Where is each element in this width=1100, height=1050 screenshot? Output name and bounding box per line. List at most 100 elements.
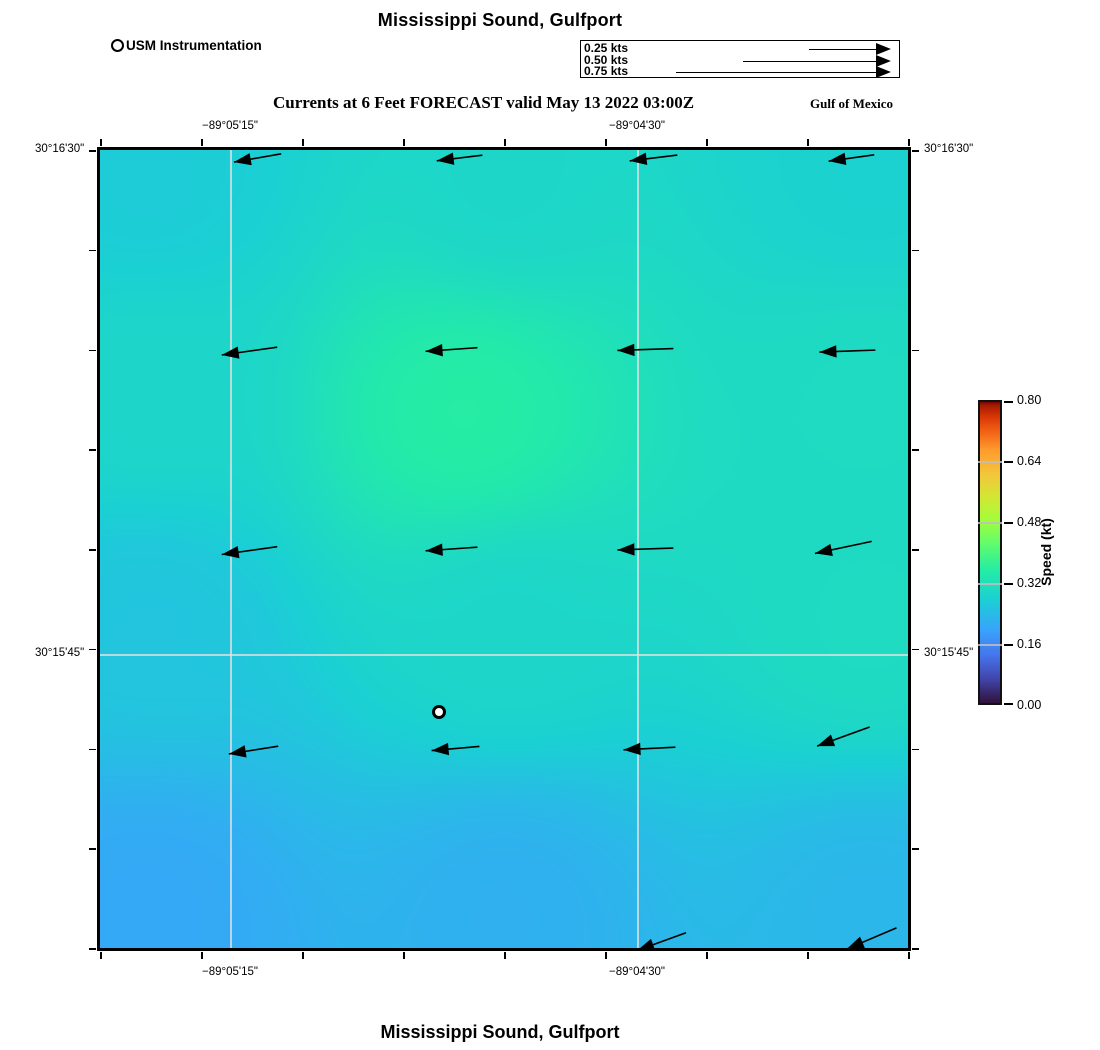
usm-station-marker[interactable] xyxy=(432,705,446,719)
axis-tick-left xyxy=(89,449,96,451)
axis-tick-right xyxy=(912,449,919,451)
vector-scale-label: 0.50 kts xyxy=(584,52,629,67)
axis-tick-bottom xyxy=(302,952,304,959)
axis-tick-right xyxy=(912,748,919,751)
axis-tick-left xyxy=(89,948,96,950)
vector-scale-row: 0.75 kts xyxy=(581,64,899,78)
usm-instrumentation-label: USM Instrumentation xyxy=(126,38,262,53)
axis-tick-bottom xyxy=(807,952,809,959)
axis-tick-top xyxy=(403,139,405,146)
forecast-subtitle: Currents at 6 Feet FORECAST valid May 13… xyxy=(273,93,695,112)
axis-tick-left xyxy=(89,748,96,751)
axis-tick-top xyxy=(302,139,304,146)
axis-tick-bottom xyxy=(908,952,910,959)
colorbar-tick-label: 0.48 xyxy=(1017,515,1042,529)
colorbar-tick xyxy=(1004,401,1013,403)
vector-scale-row: 0.50 kts xyxy=(581,52,899,67)
colorbar-inner-tick xyxy=(978,583,1002,585)
axis-tick-top xyxy=(706,139,708,146)
colorbar-inner-tick xyxy=(978,461,1002,463)
axis-tick-right xyxy=(912,648,919,651)
colorbar-tick xyxy=(1004,583,1013,585)
axis-tick-right xyxy=(912,948,919,950)
usm-instrumentation-legend: USM Instrumentation xyxy=(111,38,262,53)
colorbar-tick-label: 0.32 xyxy=(1017,576,1042,590)
vector-scale-arrowhead xyxy=(876,54,891,67)
current-vector-arrow xyxy=(425,343,478,357)
circle-marker-icon xyxy=(111,39,124,52)
axis-tick-top xyxy=(201,139,203,146)
current-vector-arrow xyxy=(819,345,876,358)
axis-tick-bottom xyxy=(100,952,102,959)
axis-tick-bottom xyxy=(605,952,607,959)
gridline-horizontal xyxy=(100,654,908,656)
current-vector-arrow xyxy=(847,927,897,948)
colorbar-inner-tick xyxy=(978,522,1002,524)
current-vector-arrow xyxy=(828,152,875,165)
axis-tick-right xyxy=(912,249,919,252)
vector-scale-shaft xyxy=(742,60,876,62)
speed-colorbar: 0.00 0.16 0.32 0.48 0.64 0.80 xyxy=(978,393,1041,712)
current-vector-arrow xyxy=(617,343,674,357)
bottom-caption: Mississippi Sound, Gulfport xyxy=(380,1022,620,1042)
vector-scale-label: 0.75 kts xyxy=(584,64,629,78)
axis-label-longitude-bottom: −89°05'15" xyxy=(202,966,258,978)
gridline-vertical xyxy=(230,150,232,948)
axis-label-longitude-bottom: −89°04'30" xyxy=(609,966,665,978)
vector-scale-shaft xyxy=(676,72,876,74)
current-vector-arrow xyxy=(436,152,483,165)
current-vector-arrow xyxy=(431,742,480,756)
axis-tick-top xyxy=(504,139,506,146)
colorbar-tick xyxy=(1004,522,1013,524)
colorbar-tick xyxy=(1004,461,1013,463)
current-vector-arrow xyxy=(623,742,676,756)
axis-tick-top xyxy=(605,139,607,146)
current-vector-arrow xyxy=(640,931,687,948)
current-vector-arrow xyxy=(814,540,872,556)
axis-tick-right xyxy=(912,150,919,152)
axis-tick-top xyxy=(908,139,910,146)
current-vector-arrow xyxy=(221,346,278,359)
axis-tick-left xyxy=(89,249,96,252)
vector-scale-arrowhead xyxy=(876,66,891,78)
axis-tick-left xyxy=(89,349,96,352)
current-vector-arrow xyxy=(629,152,678,165)
current-vector-arrow xyxy=(228,745,279,758)
colorbar-title: Speed (kt) xyxy=(1038,518,1054,586)
axis-tick-right xyxy=(912,848,919,850)
current-vector-arrow xyxy=(221,545,278,559)
colorbar-tick xyxy=(1004,644,1013,646)
colorbar-tick-label: 0.64 xyxy=(1017,454,1042,468)
colorbar-tick xyxy=(1004,703,1013,705)
axis-tick-left xyxy=(89,549,96,551)
axis-tick-right xyxy=(912,349,919,352)
axis-tick-right xyxy=(912,549,919,551)
vector-scale-arrowhead xyxy=(876,43,891,55)
axis-tick-bottom xyxy=(706,952,708,959)
vector-scale-key: 0.25 kts 0.50 kts 0.75 kts xyxy=(580,40,900,78)
vector-scale-shaft xyxy=(809,49,876,51)
axis-tick-bottom xyxy=(201,952,203,959)
current-vector-arrow xyxy=(233,153,282,166)
axis-tick-left xyxy=(89,648,96,651)
current-vector-arrow xyxy=(425,543,478,556)
current-vector-arrow xyxy=(816,726,870,747)
page-title: Mississippi Sound, Gulfport xyxy=(377,10,623,30)
axis-label-latitude-right: 30°15'45" xyxy=(924,647,974,659)
axis-tick-top xyxy=(807,139,809,146)
region-label: Gulf of Mexico xyxy=(810,96,894,111)
axis-label-longitude-top: −89°05'15" xyxy=(202,120,258,132)
axis-label-latitude-left: 30°16'30" xyxy=(35,143,85,155)
axis-tick-left xyxy=(89,150,96,152)
current-map-plot[interactable] xyxy=(97,147,911,951)
axis-label-latitude-right: 30°16'30" xyxy=(924,143,974,155)
vector-scale-label: 0.25 kts xyxy=(584,41,629,55)
colorbar-tick-label: 0.80 xyxy=(1017,393,1042,407)
colorbar-inner-tick xyxy=(978,644,1002,646)
vector-scale-row: 0.25 kts xyxy=(581,41,899,55)
colorbar-tick-label: 0.00 xyxy=(1017,698,1042,712)
axis-tick-bottom xyxy=(403,952,405,959)
axis-tick-left xyxy=(89,848,96,850)
axis-label-latitude-left: 30°15'45" xyxy=(35,647,85,659)
colorbar-gradient xyxy=(978,400,1002,705)
